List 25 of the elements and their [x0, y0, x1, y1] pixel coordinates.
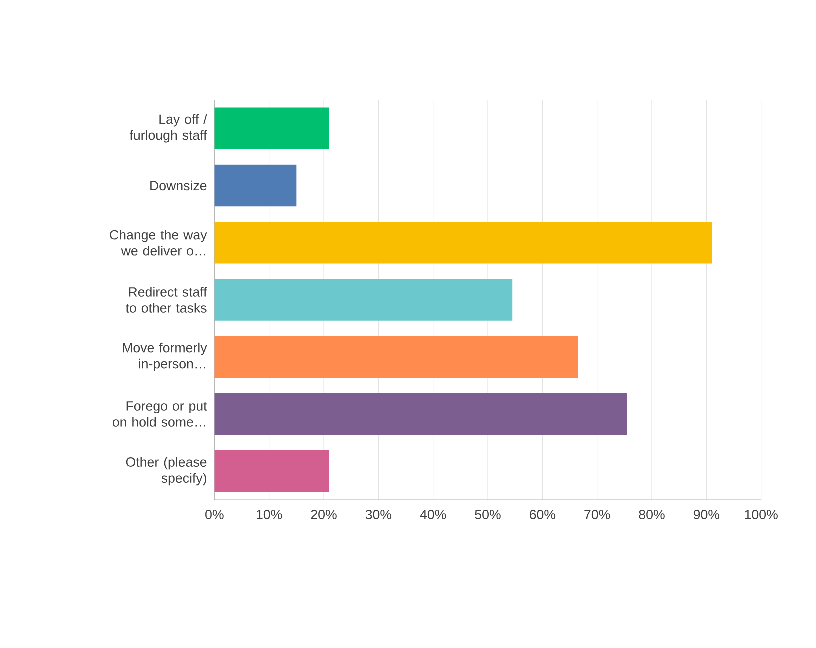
y-tick-label: Change the way we deliver o… — [110, 230, 208, 256]
bar — [214, 336, 578, 378]
x-tick-label: 10% — [257, 510, 282, 520]
x-tick-label: 100% — [745, 510, 778, 520]
x-tick-label: 60% — [530, 510, 556, 520]
x-tick-label: 70% — [584, 510, 610, 520]
bar — [214, 222, 712, 264]
x-tick-label: 50% — [475, 510, 501, 520]
x-tick-label: 30% — [366, 510, 392, 520]
y-tick-label: Other (please specify) — [126, 457, 207, 486]
y-tick-label: Forego or put on hold some… — [112, 402, 208, 427]
x-tick-label: 0% — [206, 510, 224, 520]
bar — [214, 279, 513, 321]
bar — [214, 393, 628, 436]
bar — [214, 164, 297, 207]
x-tick-label: 40% — [420, 510, 446, 520]
x-tick-label: 90% — [694, 510, 720, 520]
y-tick-label: Move formerly in-person… — [123, 342, 208, 372]
bar — [214, 450, 330, 492]
x-tick-label: 80% — [639, 510, 665, 520]
y-tick-label: Lay off / furlough staff — [130, 114, 208, 143]
bar — [214, 108, 330, 150]
x-tick-label: 20% — [311, 510, 337, 520]
y-tick-label: Downsize — [150, 180, 207, 191]
y-tick-label: Redirect staff to other tasks — [126, 287, 208, 313]
